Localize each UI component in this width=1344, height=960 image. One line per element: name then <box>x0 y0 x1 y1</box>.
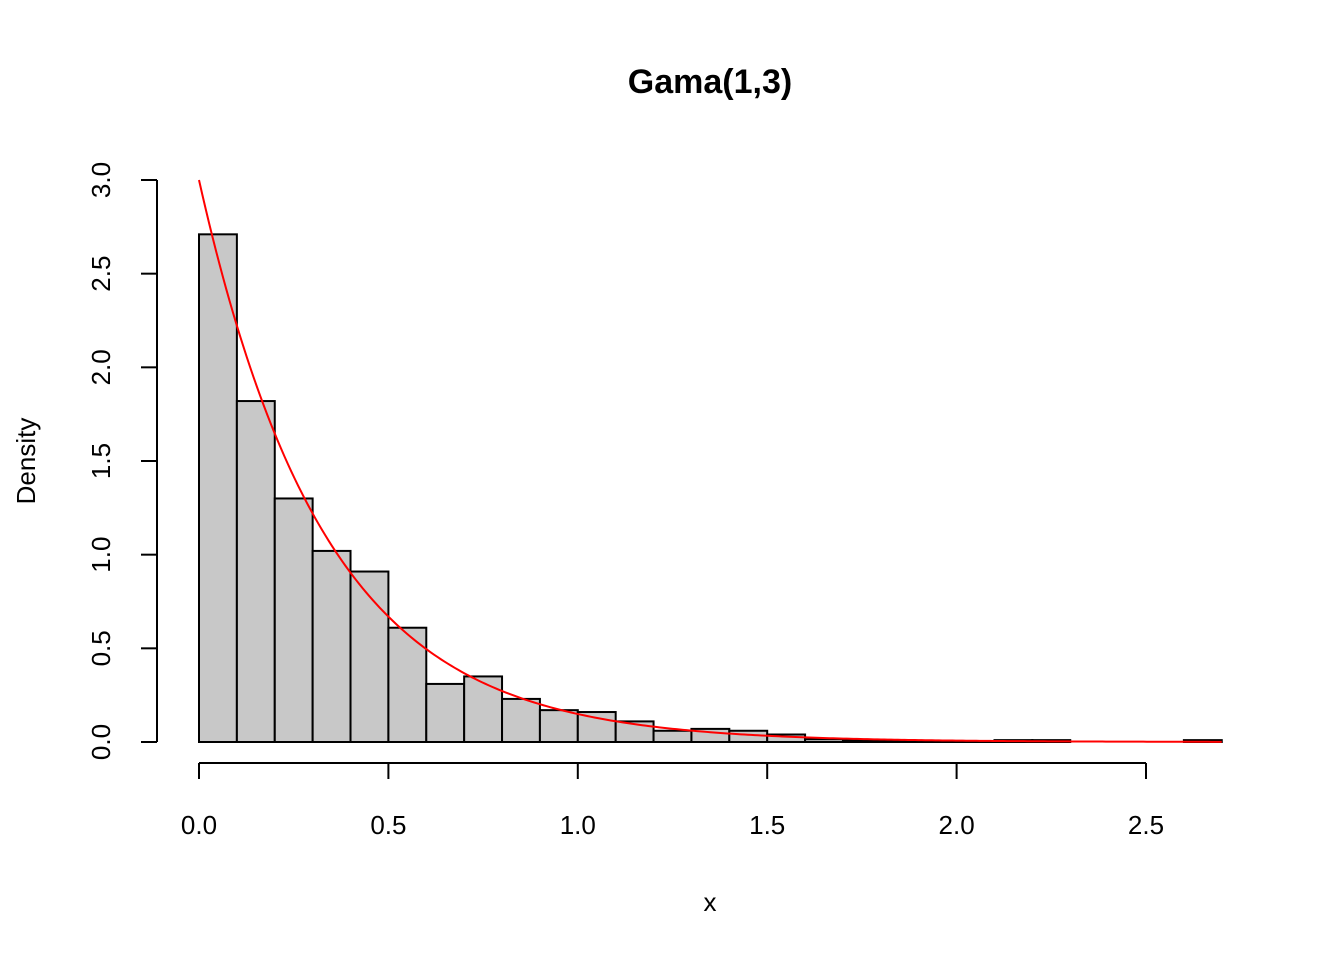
histogram-bar <box>804 738 844 744</box>
histogram-bar <box>198 233 238 743</box>
histogram-bar <box>501 697 541 743</box>
histogram-bar <box>235 400 276 743</box>
y-tick-label: 0.0 <box>86 724 116 760</box>
histogram-bar <box>652 729 693 744</box>
x-tick-label: 2.0 <box>939 810 975 840</box>
y-tick-label: 1.0 <box>86 537 116 573</box>
y-tick-label: 1.5 <box>86 443 116 479</box>
y-axis: 0.0 0.5 1.0 1.5 2.0 2.5 3.0 <box>86 162 158 760</box>
y-axis-label: Density <box>11 418 41 505</box>
x-tick-label: 0.5 <box>370 810 406 840</box>
histogram-bar <box>349 570 390 743</box>
x-tick-label: 2.5 <box>1128 810 1164 840</box>
y-tick-label: 0.5 <box>86 630 116 666</box>
x-axis: 0.0 0.5 1.0 1.5 2.0 2.5 <box>181 762 1164 840</box>
histogram-bar <box>463 675 504 744</box>
density-curve <box>198 179 1222 743</box>
x-axis-label: x <box>704 887 717 917</box>
chart-title: Gama(1,3) <box>628 63 792 101</box>
histogram-bars <box>198 233 1223 744</box>
x-tick-label: 1.5 <box>749 810 785 840</box>
histogram-bar <box>841 739 882 743</box>
x-tick-label: 0.0 <box>181 810 217 840</box>
histogram-bar <box>538 709 579 743</box>
histogram-bar <box>425 682 466 744</box>
histogram-bar <box>273 497 314 744</box>
histogram-bar <box>576 711 617 744</box>
x-tick-label: 1.0 <box>560 810 596 840</box>
y-tick-label: 3.0 <box>86 162 116 198</box>
histogram-bar <box>879 740 920 744</box>
histogram-bar <box>387 626 428 744</box>
y-tick-label: 2.0 <box>86 349 116 385</box>
y-tick-label: 2.5 <box>86 256 116 292</box>
histogram-bar <box>311 549 352 743</box>
